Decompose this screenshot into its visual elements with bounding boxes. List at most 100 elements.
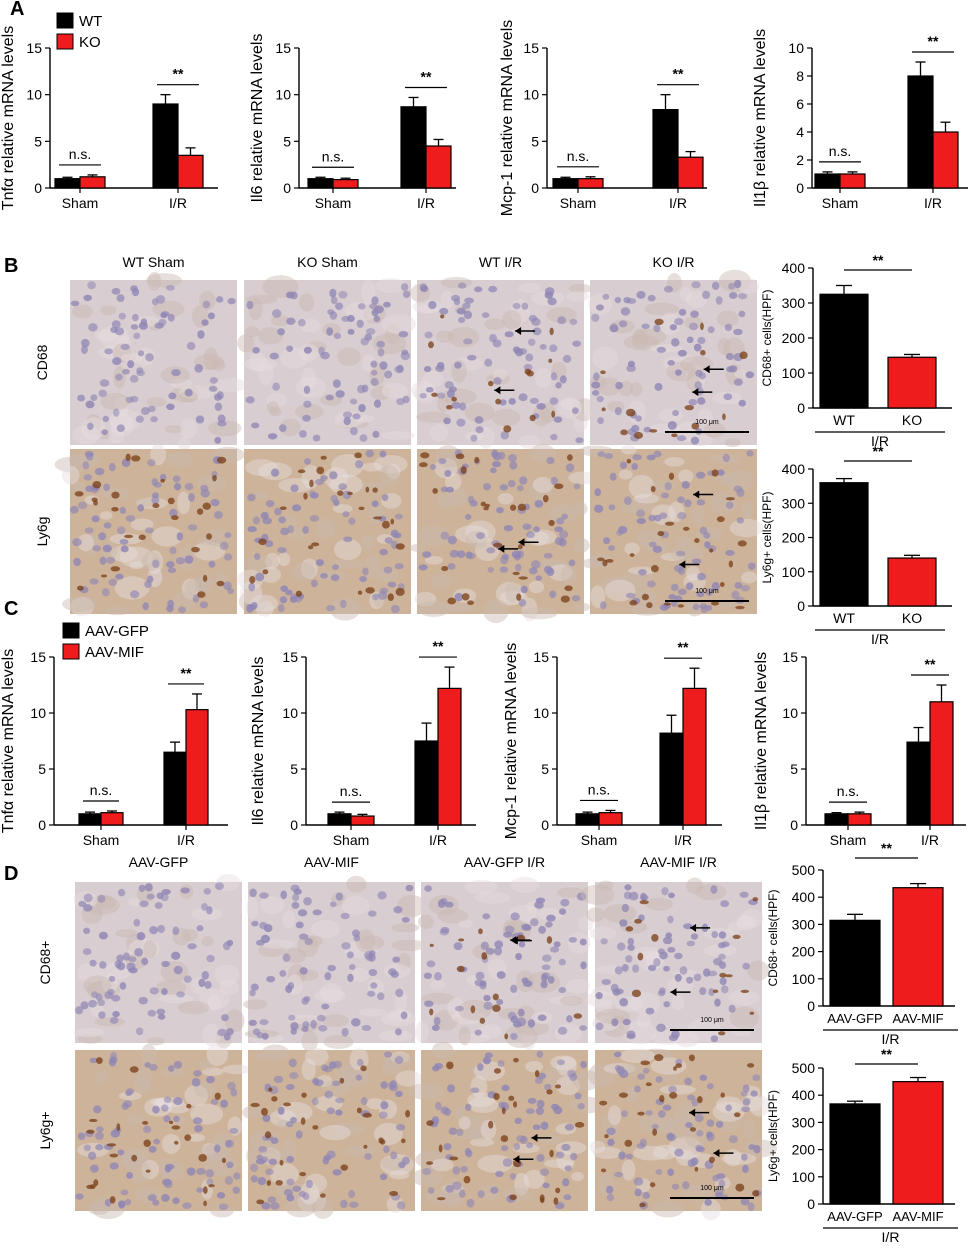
stained-cell xyxy=(198,1154,207,1162)
nucleus xyxy=(541,973,548,983)
nucleus xyxy=(580,1060,587,1069)
nucleus xyxy=(288,1058,297,1068)
nucleus xyxy=(127,360,135,369)
nucleus xyxy=(611,1018,619,1027)
tissue-texture xyxy=(54,456,91,473)
nucleus xyxy=(717,942,726,949)
stained-cell xyxy=(451,396,457,402)
nucleus xyxy=(499,399,507,406)
significance-label: ** xyxy=(873,443,884,459)
nucleus xyxy=(342,511,350,518)
nucleus xyxy=(616,529,623,536)
nucleus xyxy=(696,1130,704,1137)
arrow-head xyxy=(713,1149,720,1158)
nucleus xyxy=(250,983,259,991)
nucleus xyxy=(153,1138,160,1145)
nucleus xyxy=(119,982,127,990)
nucleus xyxy=(172,475,181,483)
stained-cell xyxy=(401,1138,406,1144)
tissue-texture xyxy=(127,897,141,907)
nucleus xyxy=(470,1087,480,1094)
stained-cell xyxy=(362,1112,372,1118)
tissue-texture xyxy=(319,1124,351,1141)
tissue-texture xyxy=(566,291,590,302)
nucleus xyxy=(364,1153,372,1160)
nucleus xyxy=(295,921,304,929)
nucleus xyxy=(359,434,368,442)
y-tick-label: 300 xyxy=(792,1114,816,1130)
nucleus xyxy=(362,567,369,576)
nucleus xyxy=(279,596,288,604)
tissue-texture xyxy=(187,1133,206,1142)
tissue-texture xyxy=(451,1009,485,1025)
nucleus xyxy=(395,1124,406,1131)
nucleus xyxy=(470,434,478,442)
tissue-texture xyxy=(407,1083,444,1100)
nucleus xyxy=(182,1202,192,1209)
tissue-texture xyxy=(114,576,150,600)
stained-cell xyxy=(601,407,606,412)
nucleus xyxy=(705,588,714,596)
tissue-texture xyxy=(381,314,417,334)
nucleus xyxy=(497,1059,505,1067)
stained-cell xyxy=(145,1169,151,1173)
tissue-texture xyxy=(749,1095,771,1117)
nucleus xyxy=(321,1003,330,1010)
nucleus xyxy=(702,290,711,300)
nucleus xyxy=(618,320,628,328)
stained-cell xyxy=(279,506,287,510)
nucleus xyxy=(175,557,185,565)
tissue-texture xyxy=(269,406,282,417)
tissue-texture xyxy=(355,929,376,953)
nucleus xyxy=(619,461,628,469)
tissue-texture xyxy=(62,596,98,612)
stained-cell xyxy=(513,1057,519,1063)
nucleus xyxy=(201,970,210,980)
stained-cell xyxy=(283,1102,292,1107)
tissue-texture xyxy=(105,961,133,980)
nucleus xyxy=(249,989,256,997)
stained-cell xyxy=(258,538,267,546)
stained-cell xyxy=(74,491,84,497)
stained-cell xyxy=(202,502,211,510)
stained-cell xyxy=(479,1017,486,1024)
y-tick-label: 100 xyxy=(792,971,816,987)
stained-cell xyxy=(301,1092,307,1098)
stained-cell xyxy=(631,989,642,998)
bar-wt-sham xyxy=(54,178,81,189)
stained-cell xyxy=(93,1179,99,1187)
tissue-texture xyxy=(467,1092,495,1108)
y-tick-label: 0 xyxy=(541,817,549,833)
nucleus xyxy=(632,964,640,973)
stained-cell xyxy=(709,548,714,553)
tissue-texture xyxy=(741,571,758,584)
nucleus xyxy=(686,976,694,984)
y-tick-label: 5 xyxy=(34,133,42,149)
stained-cell xyxy=(186,1103,192,1109)
nucleus xyxy=(606,1127,616,1136)
nucleus xyxy=(426,960,436,968)
nucleus xyxy=(515,563,522,572)
bar-aav-gfp-sham xyxy=(327,813,352,826)
stained-cell xyxy=(124,534,134,539)
nucleus xyxy=(89,578,99,585)
nucleus xyxy=(252,346,260,354)
nucleus xyxy=(428,300,437,310)
nucleus xyxy=(329,471,338,480)
nucleus xyxy=(357,302,366,310)
nucleus xyxy=(187,943,197,950)
stained-cell xyxy=(716,516,725,523)
nucleus xyxy=(75,1006,84,1015)
tissue-texture xyxy=(388,1170,410,1180)
panel-letter-b: B xyxy=(4,255,18,277)
nucleus xyxy=(448,1127,458,1135)
nucleus xyxy=(80,338,90,348)
nucleus xyxy=(186,1167,196,1176)
nucleus xyxy=(517,1008,525,1017)
tissue-texture xyxy=(652,1200,684,1218)
nucleus xyxy=(119,506,127,515)
nucleus xyxy=(137,504,144,512)
nucleus xyxy=(104,1198,112,1207)
stained-cell xyxy=(356,1107,362,1114)
